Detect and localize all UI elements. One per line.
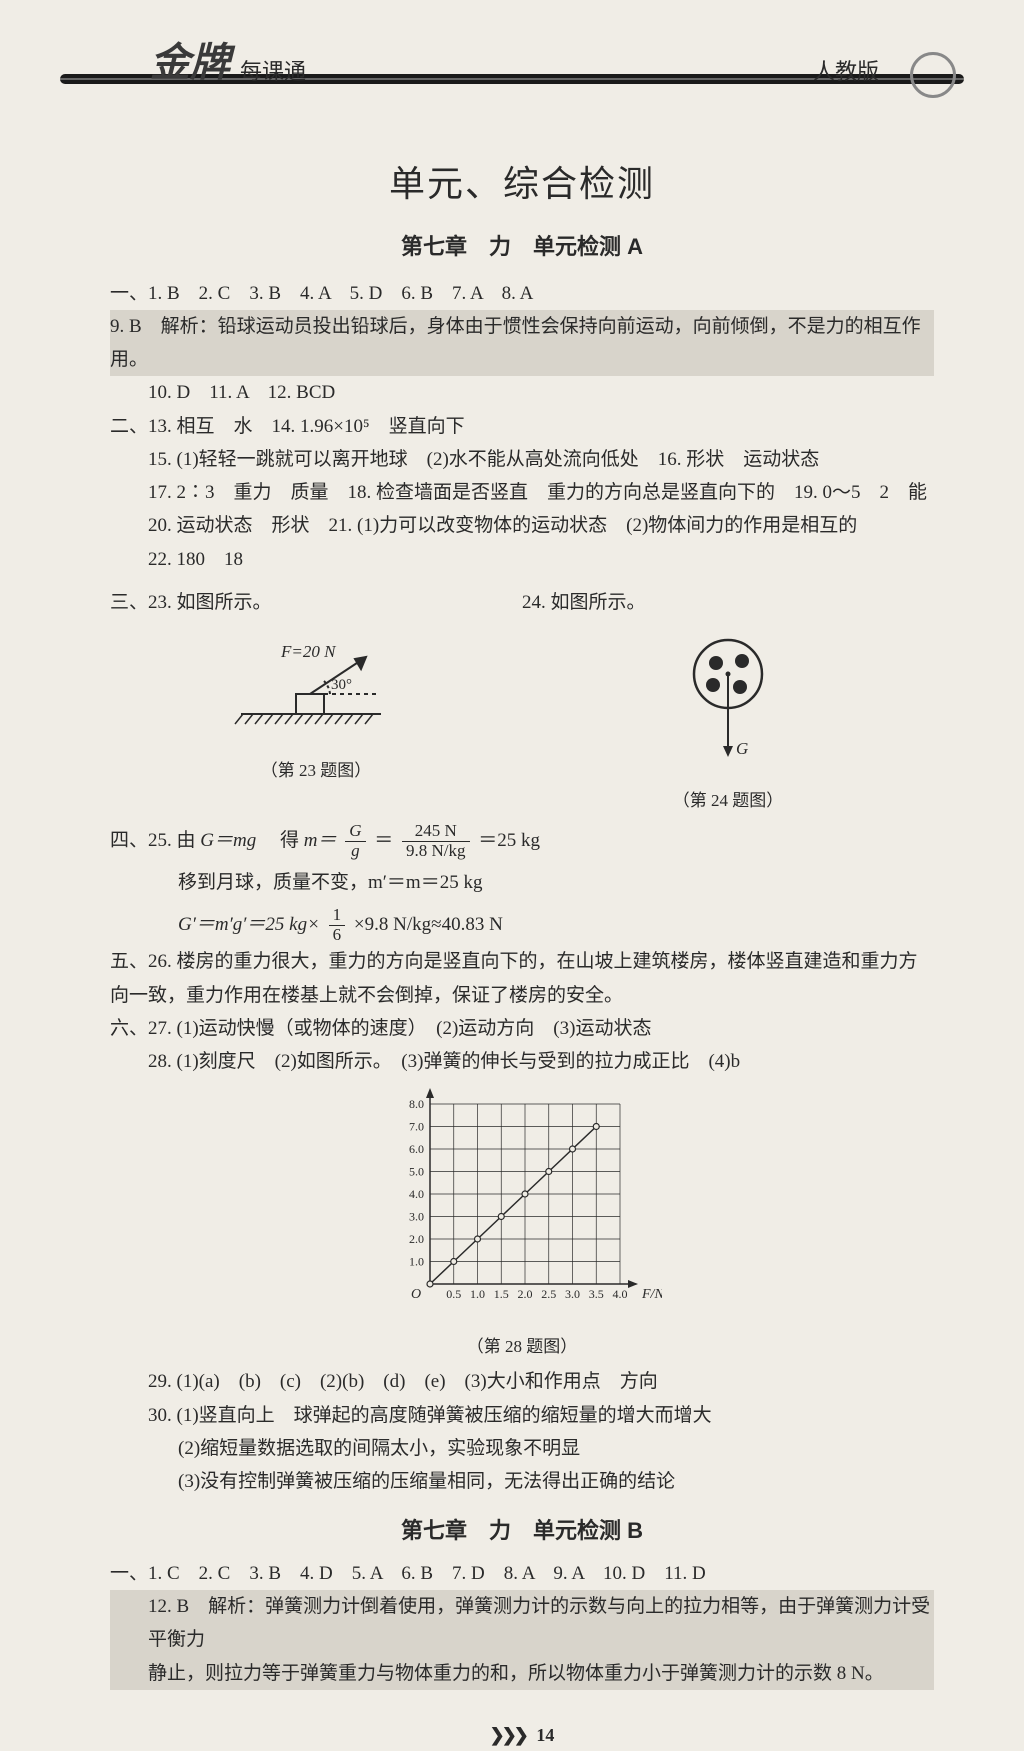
fig28-caption: （第 28 题图） [110,1332,934,1362]
fig23-svg: F=20 N 30° [221,629,411,739]
page-header: 金牌 每课通 人教版 [0,28,1024,103]
page-number-value: 14 [536,1725,554,1745]
q25-line2: 移到月球，质量不变，m′＝m＝25 kg [110,862,934,904]
q30-1: 30. (1)竖直向上 球弹起的高度随弹簧被压缩的缩短量的增大而增大 [110,1399,934,1432]
figure-28: 0.5 1.0 1.5 2.0 2.5 3.0 3.5 4.0 1.0 2.0 3.0 4.0 5.0 6… [110,1084,934,1361]
ans-22: 22. 180 18 [110,543,934,576]
svg-text:3.0: 3.0 [409,1210,424,1224]
figure-23: F=20 N 30° （第 23 题图） [110,629,522,816]
figure-24: G （第 24 题图） [522,629,934,816]
figure-row-23-24: 三、23. 如图所示。 24. 如图所示。 [110,586,934,619]
ans-20-21: 20. 运动状态 形状 21. (1)力可以改变物体的运动状态 (2)物体间力的… [110,509,934,542]
svg-text:2.0: 2.0 [518,1287,533,1301]
svg-text:Δl/cm: Δl/cm [428,1084,462,1086]
q25-prefix: 四、25. 由 [110,830,200,851]
fig24-caption: （第 24 题图） [522,786,934,816]
ans-13-14: 二、13. 相互 水 14. 1.96×10⁵ 竖直向下 [110,410,934,443]
page-arrow-icon: ❯❯❯ [490,1725,526,1745]
logo-text: 金牌 [150,30,230,88]
edition-label: 人教版 [813,54,879,86]
svg-text:5.0: 5.0 [409,1165,424,1179]
q25-frac3: 16 [329,906,346,944]
svg-text:4.0: 4.0 [409,1187,424,1201]
svg-text:3.5: 3.5 [589,1287,604,1301]
q30-3: (3)没有控制弹簧被压缩的压缩量相同，无法得出正确的结论 [110,1465,934,1498]
q29: 29. (1)(a) (b) (c) (2)(b) (d) (e) (3)大小和… [110,1365,934,1398]
chart28-svg: 0.5 1.0 1.5 2.0 2.5 3.0 3.5 4.0 1.0 2.0 3.0 4.0 5.0 6… [382,1084,662,1314]
b-ans-12-hl1: 12. B 解析：弹簧测力计倒着使用，弹簧测力计的示数与向上的拉力相等，由于弹簧… [110,1590,934,1657]
q27: 六、27. (1)运动快慢（或物体的速度） (2)运动方向 (3)运动状态 [110,1012,934,1045]
svg-text:2.0: 2.0 [409,1232,424,1246]
q25-m: m＝ [304,830,337,851]
svg-text:8.0: 8.0 [409,1097,424,1111]
svg-text:2.5: 2.5 [541,1287,556,1301]
q25-frac1: Gg [345,822,365,860]
header-circle-icon [910,52,956,98]
ans-1-8: 一、1. B 2. C 3. B 4. A 5. D 6. B 7. A 8. … [110,277,934,310]
svg-text:3.0: 3.0 [565,1287,580,1301]
q26: 五、26. 楼房的重力很大，重力的方向是竖直向下的，在山坡上建筑楼房，楼体竖直建… [110,945,934,1012]
fig23-angle-label: 30° [331,677,352,693]
svg-text:6.0: 6.0 [409,1142,424,1156]
svg-text:1.5: 1.5 [494,1287,509,1301]
svg-text:7.0: 7.0 [409,1120,424,1134]
q25-line1: 四、25. 由 G＝mg 得 m＝ Gg ＝ 245 N9.8 N/kg ＝25… [110,820,934,862]
svg-text:F/N: F/N [641,1287,662,1302]
q28: 28. (1)刻度尺 (2)如图所示。 (3)弹簧的伸长与受到的拉力成正比 (4… [110,1045,934,1078]
q25-gmg: G＝mg [200,830,256,851]
q30-2: (2)缩短量数据选取的间隔太小，实验现象不明显 [110,1432,934,1465]
page-number: ❯❯❯ 14 [110,1720,934,1751]
b-ans-1-11: 一、1. C 2. C 3. B 4. D 5. A 6. B 7. D 8. … [110,1557,934,1590]
fig24-svg: G [668,629,788,769]
q25-get: 得 [261,830,304,851]
chapter-a-title: 第七章 力 单元检测 A [110,228,934,267]
chapter-b-title: 第七章 力 单元检测 B [110,1512,934,1551]
b-ans-12-hl2: 静止，则拉力等于弹簧重力与物体重力的和，所以物体重力小于弹簧测力计的示数 8 N… [110,1657,934,1690]
q25-block: 四、25. 由 G＝mg 得 m＝ Gg ＝ 245 N9.8 N/kg ＝25… [110,820,934,945]
svg-text:4.0: 4.0 [613,1287,628,1301]
svg-text:0.5: 0.5 [446,1287,461,1301]
fig24-g-label: G [736,739,748,758]
svg-text:1.0: 1.0 [470,1287,485,1301]
svg-text:1.0: 1.0 [409,1255,424,1269]
q25-frac2: 245 N9.8 N/kg [402,822,470,860]
ans-10-12: 10. D 11. A 12. BCD [110,376,934,409]
ans-15-16: 15. (1)轻轻一跳就可以离开地球 (2)水不能从高处流向低处 16. 形状 … [110,443,934,476]
ans-9-highlight: 9. B 解析：铅球运动员投出铅球后，身体由于惯性会保持向前运动，向前倾倒，不是… [110,310,934,377]
logo-subtext: 每课通 [240,54,306,86]
svg-text:O: O [411,1287,421,1302]
q25-eq: ＝ [374,830,393,851]
ans-17-19: 17. 2∶3 重力 质量 18. 检查墙面是否竖直 重力的方向总是竖直向下的 … [110,476,934,509]
q25-line3: G′＝m′g′＝25 kg× 16 ×9.8 N/kg≈40.83 N [110,904,934,946]
q23-text: 三、23. 如图所示。 [110,586,522,619]
fig23-caption: （第 23 题图） [110,756,522,786]
figure-images-row: F=20 N 30° （第 23 题图） G （第 24 题图） [110,629,934,816]
fig23-force-label: F=20 N [280,642,337,661]
q25-end1: ＝25 kg [478,830,540,851]
page-content: 单元、综合检测 第七章 力 单元检测 A 一、1. B 2. C 3. B 4.… [0,103,1024,1751]
q24-text: 24. 如图所示。 [522,586,934,619]
main-title: 单元、综合检测 [110,153,934,216]
